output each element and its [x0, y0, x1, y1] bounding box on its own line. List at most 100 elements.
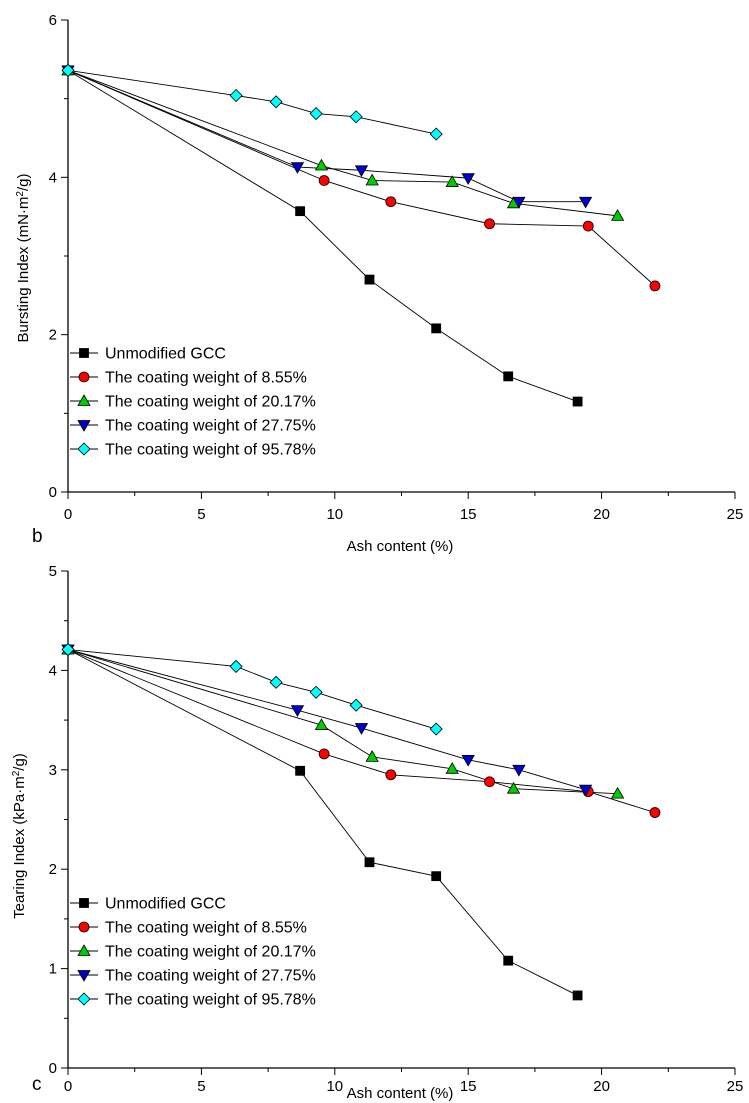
y-tick-label-c: 4: [49, 662, 57, 679]
data-point-c-0: [431, 871, 442, 882]
legend-label-c-3: The coating weight of 27.75%: [105, 968, 316, 985]
legend-marker-b-1: [78, 371, 90, 383]
data-point-c-3: [461, 754, 475, 767]
x-tick-label-c: 0: [64, 1078, 72, 1095]
ylabel-c-main: Tearing Index (kPa·m: [11, 776, 28, 919]
ylabel-b: Bursting Index (mN·m2/g): [15, 174, 33, 343]
plot-root-b: 0 5 10 15 20 25 0 2 4 6 Unmodified GCC The coating …: [49, 12, 744, 523]
series-line-b-0: [67, 69, 578, 402]
data-point-b-4: [429, 127, 443, 141]
legend-label-c-1: The coating weight of 8.55%: [105, 920, 307, 937]
legend-marker-c-2: [77, 944, 91, 956]
data-point-b-1: [385, 196, 397, 208]
data-point-c-2: [506, 781, 521, 794]
data-point-b-3: [512, 196, 526, 209]
legend-label-c-2: The coating weight of 20.17%: [105, 944, 316, 961]
data-point-b-4: [229, 88, 243, 103]
tearing-index-chart: 0 5 10 15 20 25 0 1 2 3 4 5 Unmodified GCC The coatin…: [11, 563, 744, 1102]
y-tick-label-c: 1: [49, 961, 57, 978]
data-point-b-3: [578, 196, 593, 209]
data-point-c-3: [578, 784, 593, 797]
y-tick-label-b: 2: [49, 327, 57, 344]
y-tick-label-b: 0: [49, 484, 57, 501]
data-point-b-3: [354, 165, 369, 178]
y-tick-label-b: 6: [49, 12, 57, 29]
data-point-b-2: [445, 175, 459, 187]
data-point-c-4: [429, 722, 443, 736]
legend-label-b-1: The coating weight of 8.55%: [105, 370, 307, 387]
series-line-b-2: [67, 69, 618, 217]
data-point-c-3: [512, 764, 526, 777]
x-tick-label-c: 10: [326, 1078, 343, 1095]
bursting-index-chart: 0 5 10 15 20 25 0 2 4 6 Unmodified GCC The coating …: [15, 12, 744, 555]
legend-marker-b-2: [77, 394, 91, 406]
data-point-b-0: [364, 274, 375, 285]
x-tick-label-b: 20: [593, 506, 610, 523]
legend-marker-b-4: [77, 442, 91, 456]
data-point-b-4: [349, 110, 363, 124]
data-point-c-4: [61, 642, 75, 657]
legend-marker-c-4: [77, 992, 91, 1006]
data-point-c-1: [649, 807, 661, 818]
data-point-b-2: [365, 173, 379, 186]
legend-marker-b-0: [79, 348, 89, 358]
ylabel-c: Tearing Index (kPa·m2/g): [11, 753, 29, 919]
legend-label-c-4: The coating weight of 95.78%: [105, 992, 316, 1009]
series-line-c-4: [67, 649, 437, 730]
panel-letter-c: c: [32, 1074, 42, 1095]
series-line-b-4: [67, 69, 437, 135]
data-point-c-3: [354, 723, 369, 735]
y-tick-label-c: 5: [49, 563, 57, 580]
series-line-c-0: [67, 649, 578, 996]
x-tick-label-c: 5: [197, 1078, 205, 1095]
data-point-c-0: [503, 955, 514, 966]
data-point-c-1: [318, 748, 330, 760]
ylabel-c-end: /g): [11, 753, 28, 771]
data-point-c-4: [269, 675, 283, 689]
data-point-b-2: [610, 209, 625, 221]
x-tick-label-c: 15: [460, 1078, 477, 1095]
data-point-b-3: [290, 162, 305, 174]
data-point-b-1: [649, 280, 661, 292]
data-point-c-4: [349, 698, 363, 712]
ylabel-b-end: /g): [15, 174, 32, 192]
data-point-c-2: [445, 761, 459, 774]
data-point-b-4: [269, 95, 283, 109]
data-point-c-1: [385, 769, 397, 781]
y-tick-label-b: 4: [49, 169, 57, 186]
xlabel-c: Ash content (%): [347, 1085, 454, 1102]
y-tick-label-c: 2: [49, 861, 57, 878]
y-tick-label-c: 0: [49, 1060, 57, 1077]
data-point-c-0: [364, 857, 375, 868]
legend-label-b-4: The coating weight of 95.78%: [105, 442, 316, 459]
legend-marker-c-1: [78, 921, 90, 933]
data-point-c-4: [229, 659, 243, 673]
data-point-b-1: [484, 218, 495, 230]
legend-label-c-0: Unmodified GCC: [105, 896, 226, 913]
data-point-c-3: [290, 705, 305, 717]
data-point-c-2: [610, 786, 625, 799]
data-point-c-2: [365, 750, 379, 762]
data-point-b-4: [61, 63, 75, 77]
data-point-b-0: [572, 396, 583, 407]
data-point-b-0: [295, 206, 306, 217]
series-line-b-1: [67, 69, 656, 287]
data-point-c-1: [484, 776, 495, 788]
series-line-b-3: [67, 69, 586, 203]
legend-marker-c-0: [79, 898, 89, 908]
data-point-b-1: [582, 220, 594, 232]
data-point-b-4: [309, 107, 323, 121]
data-point-c-4: [309, 685, 323, 699]
legend-marker-c-3: [77, 970, 91, 982]
plot-root-c: 0 5 10 15 20 25 0 1 2 3 4 5 Unmodified GCC The coatin…: [49, 563, 744, 1095]
data-point-b-2: [314, 158, 329, 171]
series-line-c-1: [67, 649, 656, 813]
legend-marker-b-3: [77, 420, 91, 432]
xlabel-b: Ash content (%): [347, 538, 454, 555]
legend-label-b-2: The coating weight of 20.17%: [105, 394, 316, 411]
data-point-b-0: [503, 371, 514, 382]
x-tick-label-c: 25: [727, 1078, 744, 1095]
x-tick-label-b: 0: [64, 506, 72, 523]
data-point-b-0: [431, 323, 442, 334]
